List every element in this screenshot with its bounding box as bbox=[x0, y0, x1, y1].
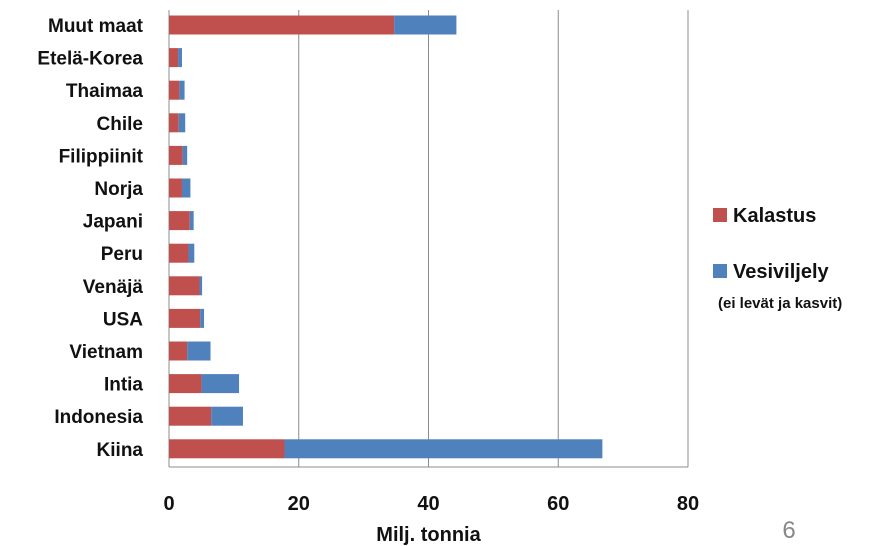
category-label: Intia bbox=[104, 375, 143, 396]
slide-number: 6 bbox=[782, 517, 795, 544]
legend-label-vesiviljely: Vesiviljely bbox=[733, 261, 830, 283]
category-label: Kiina bbox=[97, 440, 144, 461]
bar-kalastus bbox=[169, 276, 200, 296]
bar-vesiviljely bbox=[284, 439, 603, 459]
x-tick-label: 20 bbox=[288, 493, 310, 515]
bar-vesiviljely bbox=[200, 308, 205, 328]
bar-vesiviljely bbox=[394, 15, 457, 35]
bar-kalastus bbox=[169, 308, 201, 328]
bar-kalastus bbox=[169, 145, 183, 165]
bar-vesiviljely bbox=[178, 48, 182, 68]
bar-vesiviljely bbox=[188, 243, 195, 263]
legend-swatch-kalastus bbox=[713, 208, 727, 222]
category-label: Indonesia bbox=[54, 407, 143, 428]
bar-vesiviljely bbox=[179, 80, 185, 100]
x-tick-label: 60 bbox=[547, 493, 569, 515]
bar-kalastus bbox=[169, 406, 212, 426]
category-label: Peru bbox=[101, 244, 143, 265]
legend-swatch-vesiviljely bbox=[713, 264, 727, 278]
bar-kalastus bbox=[169, 178, 182, 198]
category-label: Etelä-Korea bbox=[37, 49, 143, 70]
bar-vesiviljely bbox=[182, 145, 188, 165]
category-label: Vietnam bbox=[69, 342, 143, 363]
x-tick-label: 40 bbox=[417, 493, 439, 515]
x-axis-title: Milj. tonnia bbox=[376, 524, 481, 546]
bar-kalastus bbox=[169, 439, 285, 459]
bar-kalastus bbox=[169, 374, 202, 394]
bar-kalastus bbox=[169, 80, 180, 100]
bar-vesiviljely bbox=[211, 406, 243, 426]
category-label: USA bbox=[103, 309, 143, 330]
category-label: Norja bbox=[94, 179, 143, 200]
legend-label-kalastus: Kalastus bbox=[733, 205, 816, 227]
bar-kalastus bbox=[169, 15, 395, 35]
x-tick-label: 80 bbox=[677, 493, 699, 515]
bar-kalastus bbox=[169, 341, 188, 361]
bar-vesiviljely bbox=[201, 374, 240, 394]
category-label: Venäjä bbox=[83, 277, 144, 298]
category-label: Muut maat bbox=[48, 16, 144, 37]
bar-vesiviljely bbox=[178, 113, 186, 133]
bar-vesiviljely bbox=[187, 341, 211, 361]
x-tick-label: 0 bbox=[163, 493, 174, 515]
category-label: Japani bbox=[83, 212, 143, 233]
category-label: Filippiinit bbox=[59, 146, 144, 167]
bar-vesiviljely bbox=[181, 178, 191, 198]
bar-kalastus bbox=[169, 211, 190, 231]
bar-vesiviljely bbox=[189, 211, 194, 231]
category-label: Chile bbox=[97, 114, 143, 135]
bar-kalastus bbox=[169, 113, 179, 133]
legend-note: (ei levät ja kasvit) bbox=[718, 295, 842, 312]
category-label: Thaimaa bbox=[66, 81, 144, 102]
bar-kalastus bbox=[169, 243, 189, 263]
bar-kalastus bbox=[169, 48, 179, 68]
bar-vesiviljely bbox=[199, 276, 203, 296]
